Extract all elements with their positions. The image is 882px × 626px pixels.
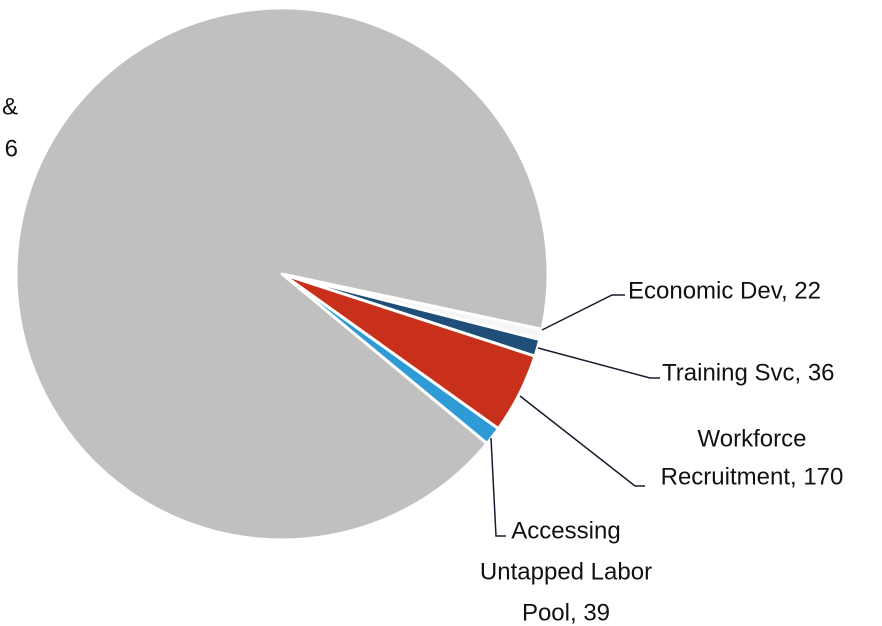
data-label: &	[2, 93, 18, 120]
data-label: Untapped Labor	[480, 558, 652, 585]
labels: & 6 Economic Dev, 22 Training Svc, 36 Workfo…	[2, 93, 843, 626]
data-label: Workforce	[698, 425, 807, 452]
data-label: Economic Dev, 22	[628, 277, 821, 304]
leader-line	[541, 294, 625, 331]
data-label: 6	[5, 135, 18, 162]
leader-line	[490, 437, 506, 537]
data-label: Training Svc, 36	[662, 359, 835, 386]
leader-line	[537, 347, 660, 379]
pie-slice	[14, 6, 550, 542]
data-label: Pool, 39	[522, 599, 610, 626]
data-label: Accessing	[511, 517, 620, 544]
leader-line	[519, 395, 645, 487]
pie	[14, 6, 550, 542]
data-label: Recruitment, 170	[661, 463, 844, 490]
